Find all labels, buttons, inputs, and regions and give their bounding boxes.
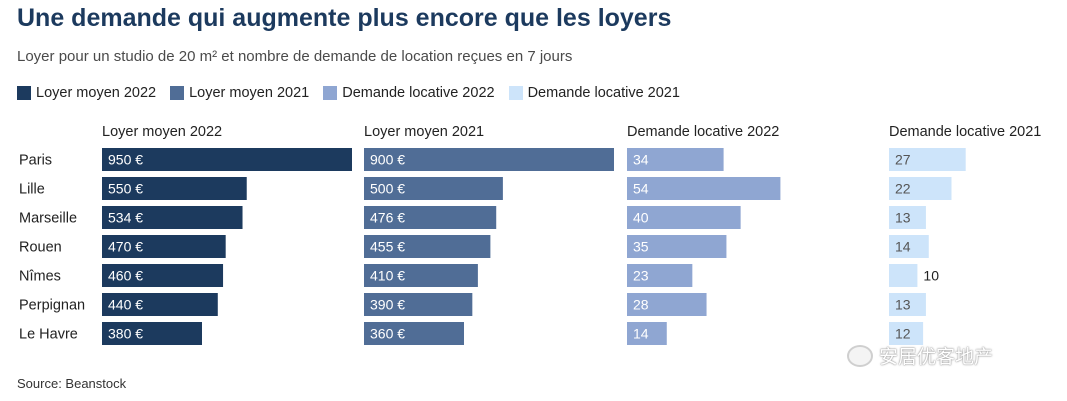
legend-label: Demande locative 2021 [527, 85, 680, 101]
legend-item-loyer-2022: Loyer moyen 2022 [17, 85, 156, 101]
bar [102, 206, 243, 229]
legend-item-loyer-2021: Loyer moyen 2021 [170, 85, 309, 101]
chart-title: Une demande qui augmente plus encore que… [17, 4, 672, 32]
data-label: 54 [633, 181, 649, 197]
data-label: 476 € [370, 210, 405, 226]
bar [889, 206, 926, 229]
bar [627, 322, 667, 345]
data-label: 470 € [108, 239, 143, 255]
legend-swatch [17, 86, 31, 100]
data-label: 460 € [108, 268, 143, 284]
data-label: 10 [923, 268, 939, 284]
data-label: 14 [633, 326, 649, 342]
watermark-text: 安居优客地产 [879, 347, 994, 368]
source-note: Source: Beanstock [17, 376, 127, 391]
bar [364, 293, 473, 316]
bar [627, 235, 727, 258]
bar [889, 148, 966, 171]
data-label: 35 [633, 239, 649, 255]
bar [627, 206, 741, 229]
category-label: Perpignan [19, 298, 85, 314]
category-label: Nîmes [19, 269, 61, 285]
bar [364, 206, 497, 229]
bar [102, 322, 202, 345]
bar [102, 177, 247, 200]
data-label: 27 [895, 152, 911, 168]
category-label: Le Havre [19, 327, 78, 343]
bar [364, 177, 503, 200]
bar [102, 293, 218, 316]
legend-swatch [508, 86, 523, 100]
bar [364, 235, 491, 258]
data-label: 550 € [108, 181, 143, 197]
bar [889, 322, 924, 345]
legend-swatch [170, 86, 185, 100]
data-label: 40 [633, 210, 649, 226]
panel-header: Demande locative 2022 [627, 124, 779, 140]
bar [364, 322, 464, 345]
data-label: 13 [895, 297, 911, 313]
data-label: 28 [633, 297, 649, 313]
category-label: Marseille [19, 211, 77, 227]
bar [102, 148, 352, 171]
bar [364, 148, 614, 171]
bar [627, 148, 724, 171]
legend: Loyer moyen 2022 Loyer moyen 2021 Demand… [17, 85, 694, 101]
data-label: 455 € [370, 239, 405, 255]
data-label: 34 [633, 152, 649, 168]
data-label: 22 [895, 181, 911, 197]
data-label: 360 € [370, 326, 405, 342]
data-label: 380 € [108, 326, 143, 342]
chart-subtitle: Loyer pour un studio de 20 m² et nombre … [17, 48, 573, 65]
data-label: 23 [633, 268, 649, 284]
bar [364, 264, 478, 287]
bar [889, 264, 918, 287]
data-label: 534 € [108, 210, 143, 226]
data-label: 900 € [370, 152, 405, 168]
bar [889, 293, 926, 316]
legend-item-demande-2022: Demande locative 2022 [323, 85, 495, 101]
data-label: 500 € [370, 181, 405, 197]
legend-label: Loyer moyen 2021 [189, 85, 310, 101]
panel-header: Demande locative 2021 [889, 124, 1041, 140]
data-label: 410 € [370, 268, 405, 284]
legend-item-demande-2021: Demande locative 2021 [508, 85, 680, 101]
data-label: 390 € [370, 297, 405, 313]
bar [627, 264, 693, 287]
data-label: 13 [895, 210, 911, 226]
data-label: 440 € [108, 297, 143, 313]
data-label: 12 [895, 326, 911, 342]
legend-swatch [323, 86, 338, 100]
legend-label: Demande locative 2022 [342, 85, 495, 101]
wechat-logo-icon [847, 344, 873, 367]
legend-label: Loyer moyen 2022 [36, 85, 157, 101]
watermark: 安居优客地产 [847, 342, 993, 369]
panel-header: Loyer moyen 2021 [364, 124, 484, 140]
data-label: 14 [895, 239, 911, 255]
bar [627, 177, 781, 200]
bar [627, 293, 707, 316]
category-label: Paris [19, 153, 52, 169]
category-label: Lille [19, 182, 45, 198]
bar [102, 235, 226, 258]
category-label: Rouen [19, 240, 62, 256]
bar [889, 235, 929, 258]
bar [889, 177, 952, 200]
bar [102, 264, 224, 287]
data-label: 950 € [108, 152, 143, 168]
panel-header: Loyer moyen 2022 [102, 124, 222, 140]
